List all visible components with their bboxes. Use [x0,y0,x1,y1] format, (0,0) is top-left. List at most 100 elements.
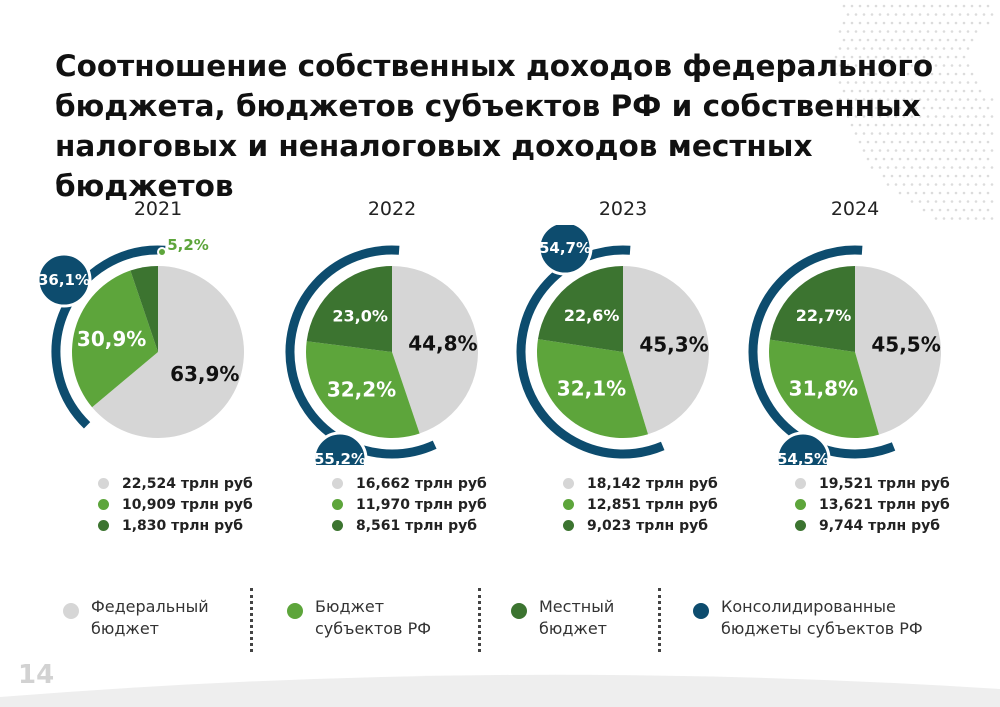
decor-dot [914,191,918,195]
decor-dot [990,98,994,101]
decor-dot [842,4,846,8]
slice-label-federal: 44,8% [408,332,477,356]
decor-dot [838,47,842,50]
decor-dot [954,140,958,144]
decor-dot [986,106,990,110]
decor-dot [946,106,950,110]
decor-dot [950,81,954,84]
decor-dot [870,81,874,84]
decor-dot [950,64,954,67]
decor-dot [934,132,938,135]
year-label: 2024 [830,198,880,220]
decor-dot [910,81,914,84]
decor-dot [946,38,950,42]
decor-dot [866,38,870,42]
decor-dot [958,149,962,152]
decor-dot [878,13,882,16]
decor-dot [914,55,918,59]
decor-dot [846,47,850,50]
decor-dot [898,191,902,195]
decor-dot [866,106,870,110]
decor-dot [878,30,882,33]
pie-chart-2023: 45,3% 32,1% 22,6% 54,7% [516,225,710,459]
decor-dot [894,166,898,169]
decor-dot [986,174,990,178]
decor-dot [874,123,878,127]
decor-dot [878,98,882,101]
decor-dot [846,81,850,84]
decor-dot [966,149,970,152]
decor-dot [986,4,990,8]
decor-dot [906,140,910,144]
federal-dot-icon [98,478,109,489]
decor-dot [922,55,926,59]
decor-dot [970,123,974,127]
decor-dot [894,149,898,152]
decor-dot [906,72,910,76]
consolidated-label: 55,2% [314,450,366,465]
decor-dot [970,106,974,110]
decor-dot [930,157,934,161]
legend-label: Консолидированные бюджеты субъектов РФ [721,597,923,638]
amount-regional: 11,970 трлн руб [332,494,487,515]
decor-dot [906,157,910,161]
decor-dot [934,200,938,203]
amount-regional: 12,851 трлн руб [563,494,718,515]
decor-dot [942,115,946,118]
decor-dot [926,13,930,16]
decor-dot [842,106,846,110]
decor-dot [966,64,970,67]
decor-dot [894,183,898,186]
decor-dot [858,140,862,144]
decor-dot [922,191,926,195]
pie-slice-federal [623,266,710,435]
decor-dot [978,140,982,144]
pie-slice-local [537,266,623,352]
decor-dot [850,38,854,42]
legend-label: Федеральный бюджет [91,597,209,638]
decor-dot [990,183,994,186]
decor-dot [870,47,874,50]
decor-dot [926,200,930,203]
decor-dot [978,89,982,93]
decor-dot [914,106,918,110]
decor-dot [906,89,910,93]
consolidated-badge [537,225,593,276]
amount-federal: 18,142 трлн руб [563,473,718,494]
decor-dot [962,140,966,144]
decor-dot [930,208,934,212]
decor-dot [858,89,862,93]
pie-panel-2024: 2024 45,5% 31,8% 22,7% 54,5% 19,521 трлн ру… [735,195,975,535]
decor-dot [934,47,938,50]
decor-dot [954,106,958,110]
decor-dot [918,183,922,186]
decor-dot [946,208,950,212]
decor-dot [834,72,838,76]
decor-dot [926,132,930,135]
decor-dot [966,47,970,50]
decor-dot [930,123,934,127]
decor-dot [946,72,950,76]
decor-dot [862,115,866,118]
decor-dot [958,217,962,220]
amount-local-text: 9,023 трлн руб [587,517,709,534]
consolidated-badge [38,252,92,308]
decor-dot [986,21,990,25]
decor-dot [942,47,946,50]
decor-dot [942,183,946,186]
decor-dot [938,208,942,212]
decor-dot [986,140,990,144]
local-marker-dot-icon [157,247,167,257]
decor-dot [842,21,846,25]
decor-dot [938,174,942,178]
decor-dot [982,183,986,186]
decor-dot [946,123,950,127]
amount-local: 9,023 трлн руб [563,515,718,536]
decor-dot [898,72,902,76]
local-dot-icon [511,603,527,619]
decor-dot [978,174,982,178]
decor-dot [898,55,902,59]
decor-dot [874,106,878,110]
decor-dot [934,64,938,67]
legend-item-consolidated: Консолидированные бюджеты субъектов РФ [693,596,923,640]
